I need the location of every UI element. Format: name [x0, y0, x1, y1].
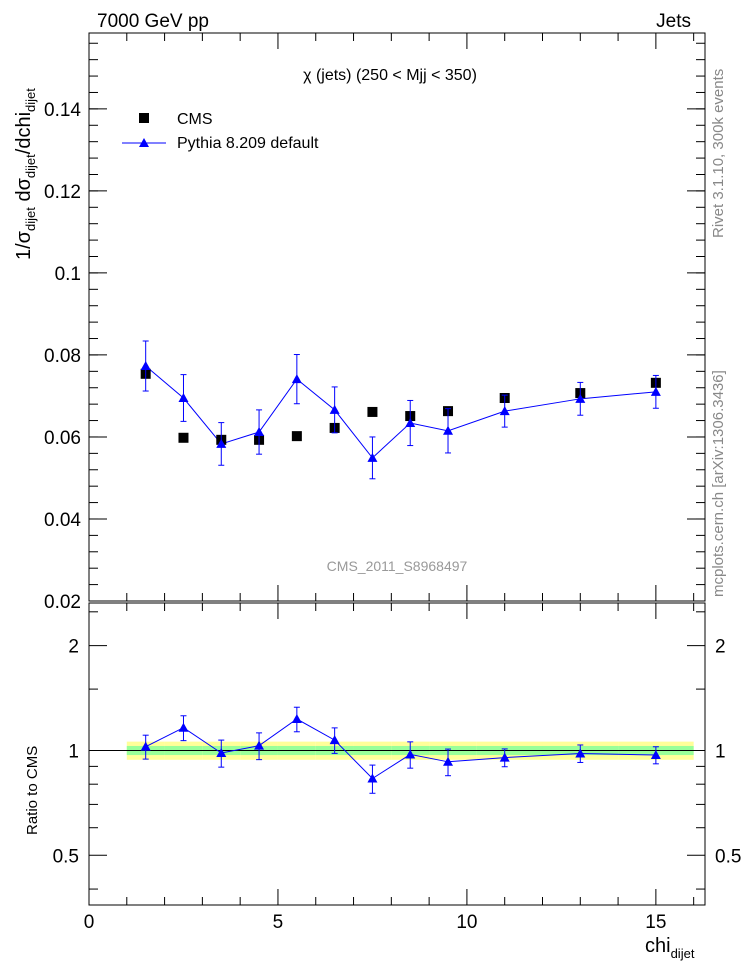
- ratio-y-tick-label: 1: [715, 741, 726, 762]
- ratio-point: [178, 722, 189, 732]
- pythia-point: [367, 452, 378, 462]
- y-axis-label: 1/σdijet dσdijet/dchidijet: [13, 88, 38, 260]
- x-tick-label: 15: [645, 912, 666, 933]
- pythia-point: [140, 361, 151, 371]
- watermark: CMS_2011_S8968497: [327, 558, 468, 574]
- ratio-point: [367, 773, 378, 783]
- y-tick-label: 0.08: [44, 346, 81, 367]
- header-right: Jets: [656, 11, 691, 32]
- y-tick-label: 0.14: [44, 100, 81, 121]
- ratio-point: [140, 741, 151, 751]
- ratio-point: [291, 714, 302, 724]
- ratio-y-tick-label: 0.5: [53, 846, 79, 867]
- rivet-label: Rivet 3.1.10, 300k events: [710, 69, 727, 238]
- pythia-point: [499, 406, 510, 416]
- ratio-line: [145, 718, 656, 780]
- pythia-point: [216, 438, 227, 448]
- mcplots-label: mcplots.cern.ch [arXiv:1306.3436]: [710, 370, 727, 597]
- x-tick-label: 5: [273, 912, 284, 933]
- pythia-point: [291, 374, 302, 384]
- main-plot-frame: [88, 32, 706, 602]
- cms-point: [291, 431, 302, 442]
- y-tick-label: 0.04: [44, 510, 81, 531]
- ratio-point: [499, 752, 510, 762]
- pythia-point: [443, 425, 454, 435]
- ratio-point: [650, 750, 661, 760]
- ratio-y-tick-label: 0.5: [715, 846, 741, 867]
- y-tick-label: 0.02: [44, 592, 81, 613]
- x-tick-label: 10: [456, 912, 477, 933]
- header-left: 7000 GeV pp: [97, 11, 209, 32]
- ratio-y-tick-label: 2: [68, 637, 79, 658]
- ratio-point: [329, 735, 340, 745]
- y-tick-label: 0.12: [44, 182, 81, 203]
- legend-pythia-marker: [139, 138, 149, 147]
- ratio-y-tick-label: 2: [715, 637, 726, 658]
- ratio-plot-frame: [88, 602, 706, 906]
- x-axis-label: chidijet: [645, 935, 695, 961]
- ratio-point: [443, 756, 454, 766]
- legend-pythia: Pythia 8.209 default: [177, 135, 319, 152]
- pythia-point: [329, 404, 340, 414]
- x-tick-label: 0: [84, 912, 95, 933]
- chart-title: χ (jets) (250 < Mjj < 350): [303, 67, 477, 84]
- ratio-y-label: Ratio to CMS: [24, 746, 41, 835]
- ratio-point: [254, 740, 265, 750]
- pythia-point: [178, 392, 189, 402]
- ratio-point: [405, 749, 416, 759]
- pythia-point: [575, 393, 586, 403]
- y-tick-label: 0.1: [55, 264, 81, 285]
- cms-point: [367, 406, 378, 417]
- pythia-line: [145, 365, 656, 459]
- y-tick-label: 0.06: [44, 428, 81, 449]
- ratio-point: [216, 748, 227, 758]
- ratio-point: [575, 748, 586, 758]
- cms-point: [178, 432, 189, 443]
- pythia-point: [405, 418, 416, 428]
- legend-cms: CMS: [177, 111, 213, 128]
- ratio-y-tick-label: 1: [68, 741, 79, 762]
- pythia-point: [650, 386, 661, 396]
- pythia-point: [254, 427, 265, 437]
- legend-cms-marker: [139, 113, 149, 123]
